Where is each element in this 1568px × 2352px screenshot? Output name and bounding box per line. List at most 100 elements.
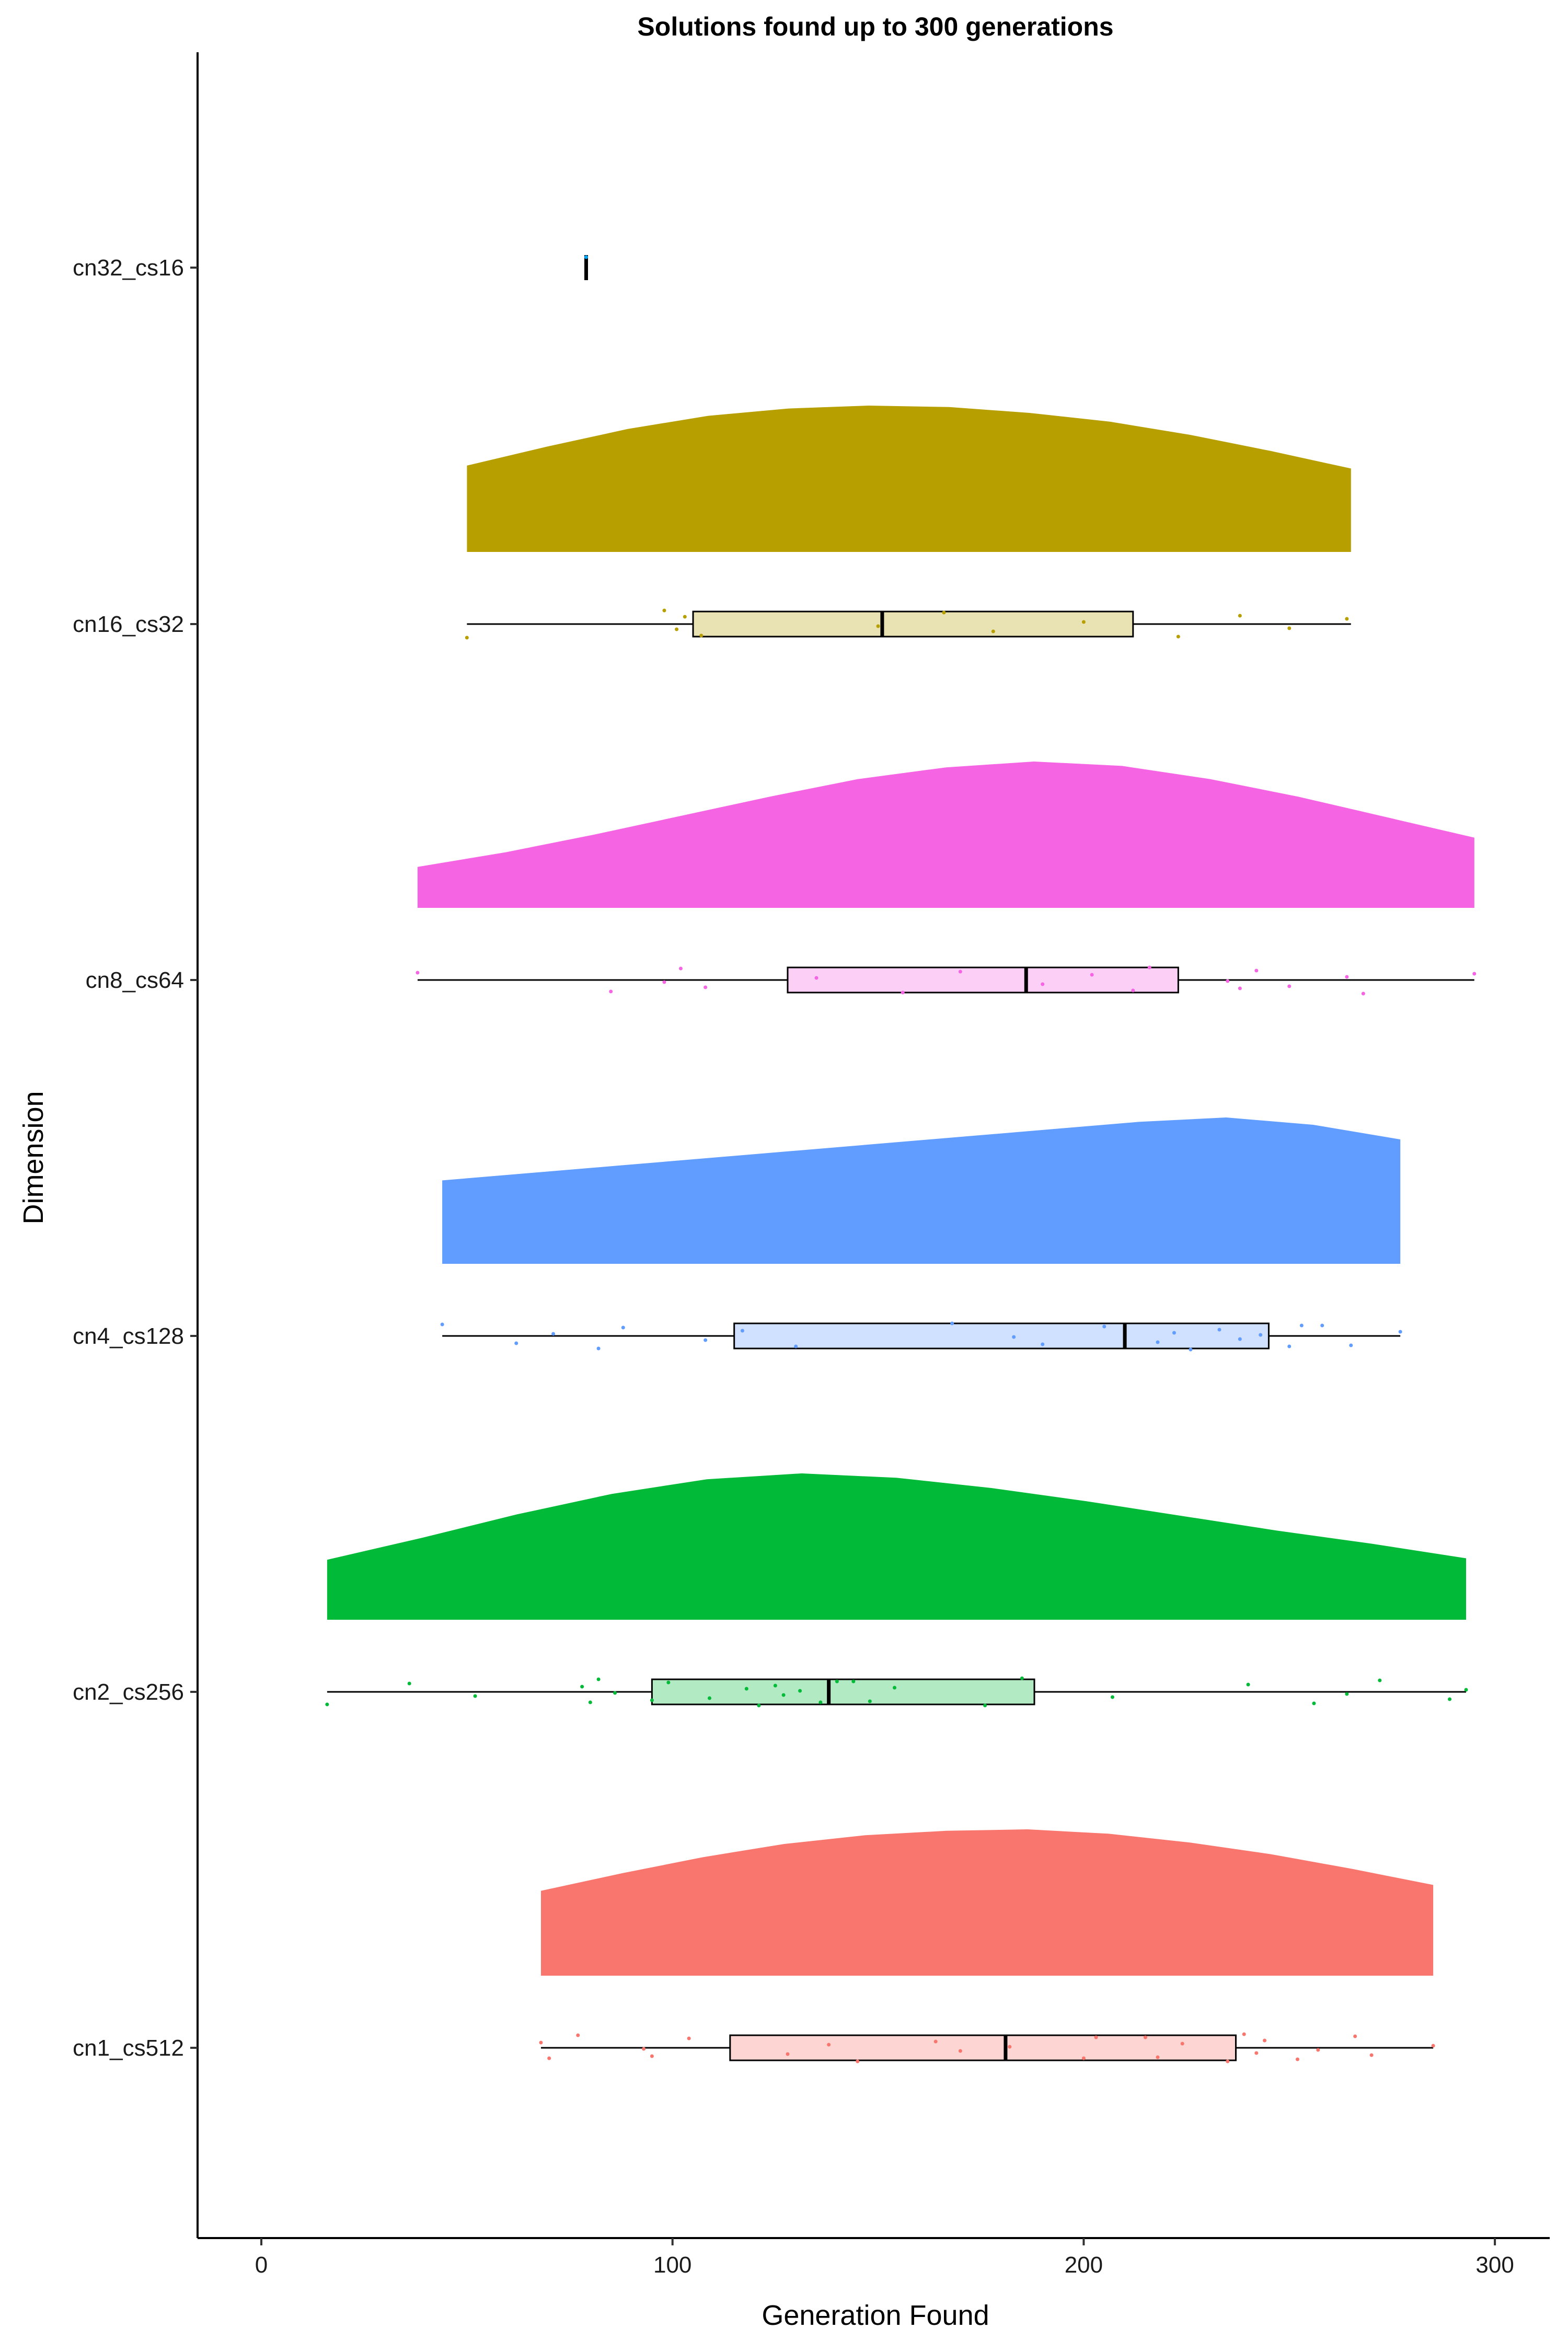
point-cn16_cs32 [1238,614,1242,618]
y-tick-label: cn2_cs256 [73,1679,184,1705]
point-cn2_cs256 [1448,1697,1452,1701]
point-cn2_cs256 [983,1703,987,1708]
point-cn2_cs256 [650,1698,654,1702]
point-cn2_cs256 [818,1700,823,1704]
point-cn4_cs128 [1041,1342,1045,1346]
point-cn1_cs512 [1143,2035,1147,2039]
y-tick-label: cn4_cs128 [73,1323,184,1349]
point-cn2_cs256 [708,1696,712,1700]
point-cn2_cs256 [773,1684,777,1688]
point-cn8_cs64 [1041,982,1045,986]
point-cn1_cs512 [1431,2044,1435,2048]
point-cn8_cs64 [1147,965,1151,970]
point-cn4_cs128 [1320,1323,1324,1328]
point-cn4_cs128 [1217,1328,1221,1332]
point-cn16_cs32 [683,615,687,619]
series-cn4_cs128 [440,1117,1402,1352]
point-cn1_cs512 [547,2056,551,2060]
point-cn2_cs256 [1464,1688,1468,1692]
point-cn4_cs128 [1102,1324,1106,1329]
point-cn16_cs32 [991,629,995,633]
series-cn1_cs512 [539,1829,1435,2063]
point-cn2_cs256 [868,1699,872,1703]
point-cn32_cs16 [584,255,588,259]
point-cn1_cs512 [1081,2056,1086,2060]
point-cn1_cs512 [1295,2057,1299,2061]
x-axis-title: Generation Found [762,2300,989,2331]
point-cn4_cs128 [1299,1323,1304,1328]
density-cloud-cn4_cs128 [442,1117,1401,1264]
point-cn8_cs64 [814,976,818,980]
point-cn4_cs128 [596,1346,601,1351]
density-cloud-cn1_cs512 [541,1829,1434,1976]
point-cn1_cs512 [539,2040,543,2045]
point-cn8_cs64 [1090,973,1094,977]
box-cn16_cs32 [692,610,1134,638]
x-tick-label: 0 [255,2252,268,2278]
point-cn2_cs256 [851,1679,856,1684]
point-cn1_cs512 [1263,2038,1267,2043]
point-cn1_cs512 [827,2043,831,2047]
point-cn1_cs512 [642,2047,646,2051]
point-cn1_cs512 [1008,2045,1012,2049]
point-cn1_cs512 [856,2059,860,2063]
point-cn2_cs256 [835,1679,839,1684]
point-cn16_cs32 [876,624,880,628]
density-cloud-cn8_cs64 [417,762,1474,908]
point-cn1_cs512 [650,2054,654,2058]
series-cn2_cs256 [325,1473,1468,1708]
y-tick-label: cn16_cs32 [73,612,184,637]
point-cn2_cs256 [325,1702,329,1707]
point-cn4_cs128 [1349,1343,1353,1347]
point-cn4_cs128 [704,1338,708,1342]
point-cn1_cs512 [1094,2035,1098,2039]
point-cn1_cs512 [1242,2032,1246,2036]
point-cn4_cs128 [1012,1335,1016,1339]
point-cn4_cs128 [1287,1344,1292,1348]
point-cn8_cs64 [1361,991,1365,996]
series-cn16_cs32 [465,406,1351,640]
point-cn8_cs64 [1254,969,1259,973]
point-cn1_cs512 [933,2039,938,2044]
point-cn2_cs256 [1312,1701,1316,1705]
point-cn1_cs512 [1180,2042,1184,2046]
point-cn16_cs32 [699,633,704,638]
point-cn2_cs256 [666,1680,671,1685]
point-cn2_cs256 [893,1686,897,1690]
point-cn16_cs32 [1081,620,1086,624]
point-cn16_cs32 [942,610,946,615]
point-cn1_cs512 [1316,2048,1320,2052]
point-cn8_cs64 [704,985,708,989]
point-cn2_cs256 [407,1681,411,1686]
point-cn2_cs256 [1378,1678,1382,1682]
point-cn8_cs64 [1226,979,1230,983]
x-tick-label: 300 [1475,2252,1514,2278]
series-cn32_cs16 [584,255,588,280]
point-cn2_cs256 [798,1689,802,1693]
point-cn8_cs64 [1287,984,1292,988]
x-tick-label: 100 [653,2252,691,2278]
point-cn8_cs64 [1345,975,1349,979]
point-cn16_cs32 [1287,626,1292,630]
y-tick-label: cn8_cs64 [86,967,184,993]
plot-area [325,255,1477,2063]
point-cn16_cs32 [1176,635,1180,639]
x-axis-ticks: 0 100 200 300 [255,2238,1514,2278]
point-cn4_cs128 [1156,1340,1160,1344]
point-cn4_cs128 [740,1329,744,1333]
point-cn2_cs256 [473,1694,477,1698]
point-cn8_cs64 [416,971,420,975]
point-cn2_cs256 [596,1677,601,1681]
point-cn1_cs512 [786,2052,790,2056]
box-cn4_cs128 [733,1322,1270,1350]
point-cn2_cs256 [580,1685,584,1689]
point-cn2_cs256 [1246,1682,1250,1687]
point-cn8_cs64 [1131,988,1135,993]
point-cn2_cs256 [757,1703,761,1708]
point-cn8_cs64 [662,980,666,984]
y-axis-ticks: cn32_cs16 cn16_cs32 cn8_cs64 cn4_cs128 cn2_c… [73,255,198,2061]
point-cn1_cs512 [1369,2053,1374,2057]
point-cn16_cs32 [675,627,679,631]
chart-title: Solutions found up to 300 generations [637,12,1113,41]
